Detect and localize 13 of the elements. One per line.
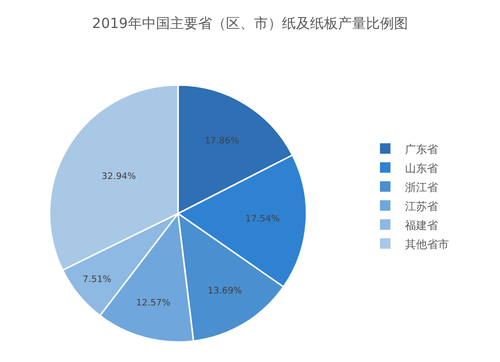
legend-label: 江苏省 bbox=[405, 200, 438, 213]
data-label: 17.54% bbox=[245, 214, 280, 224]
legend-label: 其他省市 bbox=[405, 238, 450, 251]
legend-label: 山东省 bbox=[405, 162, 438, 175]
data-label: 12.57% bbox=[136, 298, 171, 309]
chart-title: 2019年中国主要省（区、市）纸及纸板产量比例图 bbox=[92, 16, 408, 32]
data-label: 17.86% bbox=[204, 136, 240, 147]
data-label: 13.69% bbox=[208, 286, 242, 297]
legend-label: 福建省 bbox=[405, 218, 438, 232]
legend-label: 浙江省 bbox=[405, 180, 438, 194]
data-label: 32.94% bbox=[102, 172, 136, 182]
data-label: 7.51% bbox=[82, 274, 112, 285]
legend-label: 广东省 bbox=[405, 142, 438, 156]
